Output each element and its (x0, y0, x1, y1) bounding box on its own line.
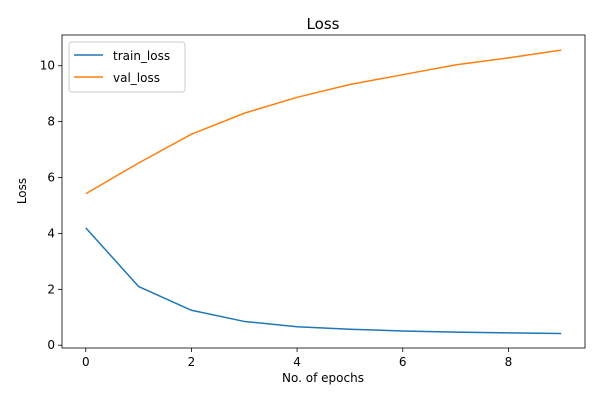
y-tick-label: 6 (47, 171, 55, 185)
x-axis-label: No. of epochs (282, 371, 364, 385)
legend: train_loss val_loss (68, 41, 186, 93)
legend-label-val-loss: val_loss (113, 71, 160, 85)
plot-frame (61, 34, 586, 349)
y-tick-label: 8 (47, 115, 55, 129)
plot-area: 0 2 4 6 8 0 2 4 6 8 10 (40, 34, 586, 369)
y-tick-label: 4 (47, 226, 55, 240)
y-tick-label: 2 (47, 282, 55, 296)
legend-label-train-loss: train_loss (113, 49, 170, 63)
series-line-val-loss (85, 49, 562, 195)
y-axis: 0 2 4 6 8 10 (40, 59, 62, 352)
x-tick-label: 2 (188, 355, 196, 369)
y-axis-label: Loss (15, 178, 29, 204)
y-tick-label: 0 (47, 338, 55, 352)
y-tick-label: 10 (40, 59, 55, 73)
series-lines (85, 49, 562, 335)
chart-title: Loss (307, 15, 340, 33)
x-tick-label: 6 (399, 355, 407, 369)
x-tick-label: 4 (293, 355, 301, 369)
series-line-train-loss (85, 227, 562, 335)
x-tick-label: 0 (82, 355, 90, 369)
x-axis: 0 2 4 6 8 (82, 348, 512, 369)
x-tick-label: 8 (505, 355, 513, 369)
